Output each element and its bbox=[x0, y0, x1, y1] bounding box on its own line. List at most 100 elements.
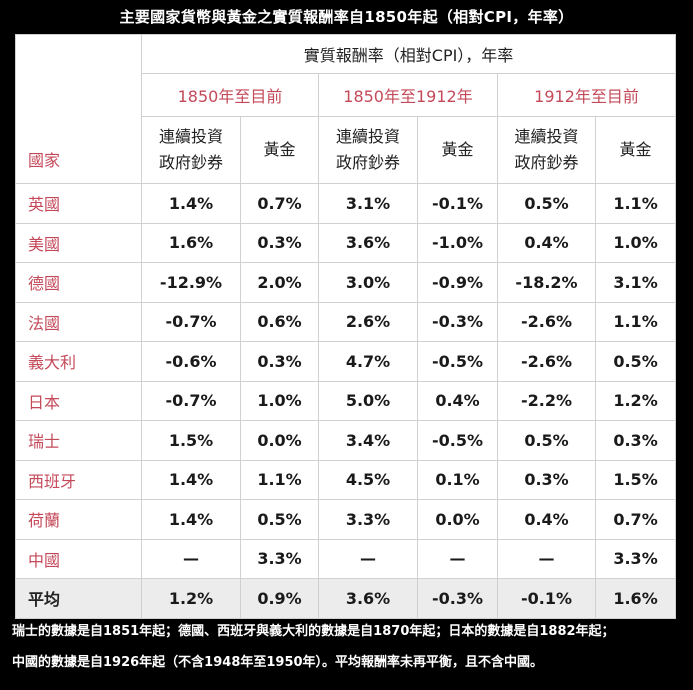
value-cell: -0.1% bbox=[417, 183, 498, 224]
country-cell: 荷蘭 bbox=[15, 499, 142, 540]
value-cell: -0.9% bbox=[417, 262, 498, 303]
value-cell: 1.5% bbox=[594, 459, 677, 500]
value-cell: 3.6% bbox=[318, 222, 418, 263]
value-cell: 0.1% bbox=[417, 459, 498, 500]
average-row: 平均 1.2% 0.9% 3.6% -0.3% -0.1% 1.6% bbox=[15, 578, 677, 619]
value-cell: 1.1% bbox=[594, 301, 677, 342]
average-value-cell: 1.2% bbox=[141, 578, 241, 619]
col-header-bonds-line2: 政府鈔券 bbox=[514, 153, 579, 172]
value-cell: 0.5% bbox=[497, 183, 596, 224]
value-cell: 3.3% bbox=[594, 538, 677, 579]
value-cell: 0.0% bbox=[417, 499, 498, 540]
value-cell: -0.6% bbox=[141, 341, 241, 382]
value-cell: 0.7% bbox=[240, 183, 319, 224]
col-header-bonds-line1: 連續投資 bbox=[335, 127, 400, 146]
average-label: 平均 bbox=[15, 578, 142, 619]
col-header-bonds-line1: 連續投資 bbox=[158, 127, 223, 146]
value-cell: 3.3% bbox=[318, 499, 418, 540]
value-cell: 0.6% bbox=[240, 301, 319, 342]
average-value-cell: 1.6% bbox=[594, 578, 677, 619]
table-row: 荷蘭 1.4% 0.5% 3.3% 0.0% 0.4% 0.7% bbox=[15, 499, 677, 540]
value-cell: 1.1% bbox=[594, 183, 677, 224]
period-header-1912-present: 1912年至目前 bbox=[496, 73, 677, 117]
value-cell: 2.6% bbox=[318, 301, 418, 342]
value-cell: 1.4% bbox=[141, 499, 241, 540]
value-cell: 0.0% bbox=[240, 420, 319, 461]
table-row: 瑞士 1.5% 0.0% 3.4% -0.5% 0.5% 0.3% bbox=[15, 420, 677, 461]
value-cell: 0.4% bbox=[497, 499, 596, 540]
average-value-cell: 3.6% bbox=[318, 578, 418, 619]
country-column-header: 國家 bbox=[15, 34, 142, 184]
country-cell: 日本 bbox=[15, 380, 142, 421]
value-cell: -2.2% bbox=[497, 380, 596, 421]
col-header-gold: 黃金 bbox=[240, 116, 319, 184]
value-cell: 1.6% bbox=[141, 222, 241, 263]
value-cell: — bbox=[318, 538, 418, 579]
value-cell: 1.5% bbox=[141, 420, 241, 461]
value-cell: — bbox=[417, 538, 498, 579]
value-cell: 4.5% bbox=[318, 459, 418, 500]
col-header-bonds: 連續投資 政府鈔券 bbox=[141, 116, 241, 184]
value-cell: 0.3% bbox=[240, 222, 319, 263]
country-cell: 義大利 bbox=[15, 341, 142, 382]
value-cell: 3.3% bbox=[240, 538, 319, 579]
value-cell: 0.4% bbox=[417, 380, 498, 421]
value-cell: 1.2% bbox=[594, 380, 677, 421]
real-return-header: 實質報酬率（相對CPI），年率 bbox=[140, 34, 677, 74]
footnote-line-2: 中國的數據是自1926年起（不含1948年至1950年）。平均報酬率未再平衡，且… bbox=[12, 655, 544, 670]
country-cell: 英國 bbox=[15, 183, 142, 224]
value-cell: 5.0% bbox=[318, 380, 418, 421]
average-value-cell: 0.9% bbox=[240, 578, 319, 619]
value-cell: -18.2% bbox=[497, 262, 596, 303]
value-cell: 1.4% bbox=[141, 183, 241, 224]
value-cell: 0.5% bbox=[497, 420, 596, 461]
col-header-bonds-line2: 政府鈔券 bbox=[158, 153, 223, 172]
value-cell: 0.3% bbox=[497, 459, 596, 500]
col-header-gold: 黃金 bbox=[594, 116, 677, 184]
value-cell: -0.7% bbox=[141, 301, 241, 342]
table-row: 英國 1.4% 0.7% 3.1% -0.1% 0.5% 1.1% bbox=[15, 183, 677, 224]
value-cell: -2.6% bbox=[497, 341, 596, 382]
footnote-line-1: 瑞士的數據是自1851年起；德國、西班牙與義大利的數據是自1870年起；日本的數… bbox=[12, 624, 615, 639]
country-cell: 美國 bbox=[15, 222, 142, 263]
value-cell: 1.1% bbox=[240, 459, 319, 500]
value-cell: 3.4% bbox=[318, 420, 418, 461]
country-cell: 法國 bbox=[15, 301, 142, 342]
table-row: 美國 1.6% 0.3% 3.6% -1.0% 0.4% 1.0% bbox=[15, 222, 677, 263]
period-header-1850-present: 1850年至目前 bbox=[141, 73, 319, 117]
value-cell: 1.0% bbox=[240, 380, 319, 421]
period-header-1850-1912: 1850年至1912年 bbox=[318, 73, 498, 117]
value-cell: 3.0% bbox=[318, 262, 418, 303]
value-cell: -12.9% bbox=[141, 262, 241, 303]
value-cell: -2.6% bbox=[497, 301, 596, 342]
table-row: 日本 -0.7% 1.0% 5.0% 0.4% -2.2% 1.2% bbox=[15, 380, 677, 421]
value-cell: -1.0% bbox=[417, 222, 498, 263]
table-row: 義大利 -0.6% 0.3% 4.7% -0.5% -2.6% 0.5% bbox=[15, 341, 677, 382]
value-cell: — bbox=[141, 538, 241, 579]
value-cell: -0.5% bbox=[417, 420, 498, 461]
table-row: 中國 — 3.3% — — — 3.3% bbox=[15, 538, 677, 579]
value-cell: 4.7% bbox=[318, 341, 418, 382]
value-cell: 1.4% bbox=[141, 459, 241, 500]
returns-table: 國家 實質報酬率（相對CPI），年率 1850年至目前 1850年至1912年 … bbox=[15, 34, 677, 619]
col-header-bonds: 連續投資 政府鈔券 bbox=[497, 116, 596, 184]
value-cell: 0.5% bbox=[594, 341, 677, 382]
col-header-gold: 黃金 bbox=[417, 116, 498, 184]
value-cell: 1.0% bbox=[594, 222, 677, 263]
page-title: 主要國家貨幣與黃金之實質報酬率自1850年起（相對CPI，年率） bbox=[119, 8, 574, 26]
value-cell: 0.4% bbox=[497, 222, 596, 263]
value-cell: -0.3% bbox=[417, 301, 498, 342]
value-cell: -0.5% bbox=[417, 341, 498, 382]
value-cell: 0.3% bbox=[240, 341, 319, 382]
average-value-cell: -0.1% bbox=[497, 578, 596, 619]
country-cell: 中國 bbox=[15, 538, 142, 579]
value-cell: 3.1% bbox=[318, 183, 418, 224]
value-cell: 0.3% bbox=[594, 420, 677, 461]
value-cell: — bbox=[497, 538, 596, 579]
footnote: 瑞士的數據是自1851年起；德國、西班牙與義大利的數據是自1870年起；日本的數… bbox=[12, 616, 687, 678]
country-cell: 西班牙 bbox=[15, 459, 142, 500]
value-cell: 2.0% bbox=[240, 262, 319, 303]
country-cell: 德國 bbox=[15, 262, 142, 303]
returns-table-container: 國家 實質報酬率（相對CPI），年率 1850年至目前 1850年至1912年 … bbox=[15, 34, 677, 619]
average-value-cell: -0.3% bbox=[417, 578, 498, 619]
